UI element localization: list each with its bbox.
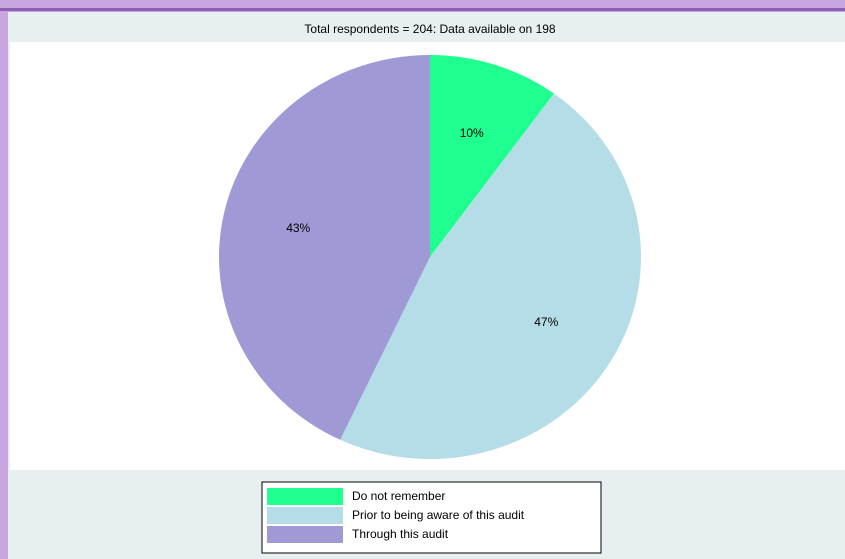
legend-swatch: [267, 488, 343, 505]
pie-slice: [340, 93, 642, 460]
legend-label: Do not remember: [352, 489, 445, 503]
legend-label: Through this audit: [352, 527, 449, 541]
frame-line: [0, 8, 845, 11]
data-label: 10%: [460, 126, 484, 140]
data-label: 47%: [534, 315, 558, 329]
legend-swatch: [267, 507, 343, 524]
legend-label: Prior to being aware of this audit: [352, 508, 525, 522]
pie-slice: [430, 55, 555, 257]
data-label: 43%: [286, 221, 310, 235]
pie-slice: [218, 55, 430, 440]
subtitle: Total respondents = 204: Data available …: [304, 22, 556, 36]
legend-swatch: [267, 526, 343, 543]
